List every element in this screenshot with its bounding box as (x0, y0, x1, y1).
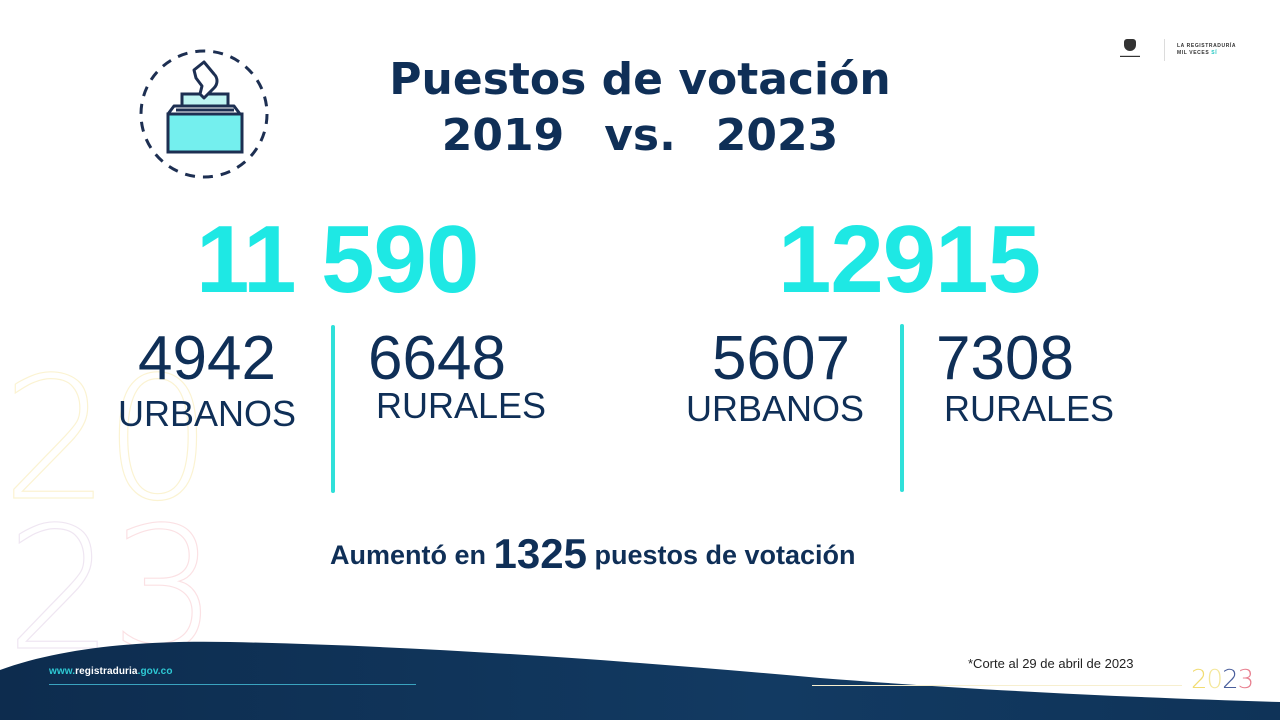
summary-suffix: puestos de votación (586, 540, 856, 570)
urbanos-2019-value: 4942 (138, 324, 276, 393)
slogan-line1: LA REGISTRADURÍA (1177, 43, 1237, 49)
rurales-2023-value: 7308 (936, 324, 1074, 393)
summary-prefix: Aumentó en (330, 540, 494, 570)
ballot-box-icon (138, 48, 270, 180)
institution-logos: ▬▬▬▬▬ LA REGISTRADURÍA MIL VECES SÍ (1108, 38, 1238, 62)
coat-of-arms-icon (1124, 39, 1136, 51)
total-2019: 11 590 (196, 206, 479, 313)
logo-caption: ▬▬▬▬▬ (1120, 53, 1140, 58)
rurales-2019-label: RURALES (376, 385, 547, 426)
website-link[interactable]: www.registraduria.gov.co (49, 666, 173, 677)
total-2023: 12915 (778, 206, 1041, 313)
slogan-logo: LA REGISTRADURÍA MIL VECES SÍ (1177, 43, 1236, 57)
rurales-2019-value: 6648 (368, 324, 506, 393)
vs-label: vs. (604, 110, 676, 161)
cutoff-note: *Corte al 29 de abril de 2023 (968, 656, 1134, 671)
page-title: Puestos de votación 2019 vs. 2023 (340, 52, 940, 164)
increase-summary: Aumentó en 1325 puestos de votación (330, 530, 950, 578)
title-years: 2019 vs. 2023 (340, 108, 940, 164)
slogan-accent: SÍ (1211, 50, 1218, 56)
title-main: Puestos de votación (389, 54, 891, 105)
slogan-line2: MIL VECES SÍ (1177, 50, 1218, 56)
urbanos-2023-label: URBANOS (686, 388, 865, 429)
divider-2023 (900, 324, 904, 492)
year-left: 2019 (441, 110, 565, 161)
registraduria-logo: ▬▬▬▬▬ (1108, 39, 1152, 61)
footer-wave (0, 641, 1280, 720)
urbanos-2019-label: URBANOS (118, 393, 297, 434)
summary-value: 1325 (493, 530, 587, 577)
logo-separator (1164, 39, 1165, 61)
divider-2019 (331, 325, 335, 493)
year-badge: 2023 (1191, 665, 1254, 695)
rurales-2023-label: RURALES (944, 388, 1115, 429)
note-underline (812, 685, 1182, 686)
year-right: 2023 (715, 110, 839, 161)
footer-underline (49, 684, 416, 685)
urbanos-2023-value: 5607 (712, 324, 850, 393)
